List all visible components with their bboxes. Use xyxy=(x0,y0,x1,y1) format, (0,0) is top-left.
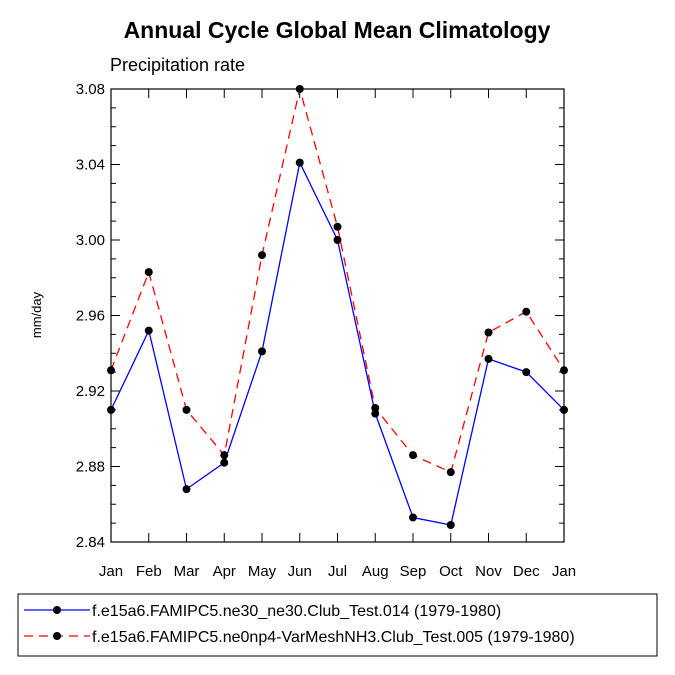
x-tick-label: Jul xyxy=(328,563,347,580)
y-tick-label: 3.04 xyxy=(76,157,105,174)
x-tick-label: Jan xyxy=(99,563,123,580)
legend-marker-2 xyxy=(53,632,61,640)
series-1-point xyxy=(220,458,229,467)
series-2-point xyxy=(409,451,417,460)
series-2-point xyxy=(371,403,380,412)
series-2-point xyxy=(107,366,115,375)
series-1-point xyxy=(560,405,568,414)
x-tick-label: Jun xyxy=(288,563,312,580)
series-1-point xyxy=(371,409,380,418)
legend-marker-1 xyxy=(53,606,61,614)
series-2-point xyxy=(484,328,493,337)
series-2-point xyxy=(446,468,455,477)
series-1-point xyxy=(182,485,191,494)
y-axis: 2.84 2.88 2.92 2.96 3.00 3.04 3.08 xyxy=(76,81,564,551)
chart-subtitle: Precipitation rate xyxy=(110,55,245,75)
series-1-point xyxy=(333,236,342,244)
y-tick-label: 2.88 xyxy=(76,459,105,476)
series-2-point xyxy=(258,251,266,260)
x-tick-label: Dec xyxy=(513,563,540,580)
x-tick-label: Aug xyxy=(362,563,389,580)
y-axis-label: mm/day xyxy=(29,291,44,338)
series-2-point xyxy=(182,405,191,414)
x-tick-label: Nov xyxy=(475,563,502,580)
series-line-2 xyxy=(110,88,565,474)
series-2-point xyxy=(144,268,153,277)
series-1-point xyxy=(144,326,153,335)
series-1-point xyxy=(446,521,455,530)
series-line-1 xyxy=(110,160,565,526)
series-2-point xyxy=(522,307,531,316)
x-tick-label: Feb xyxy=(136,563,162,580)
series-layer xyxy=(107,85,568,530)
series-1-point xyxy=(295,158,304,167)
series-1-point xyxy=(107,405,115,414)
legend-label-1: f.e15a6.FAMIPC5.ne30_ne30.Club_Test.014 … xyxy=(92,603,501,620)
legend-label-2: f.e15a6.FAMIPC5.ne0np4-VarMeshNH3.Club_T… xyxy=(92,629,575,646)
series-1-point xyxy=(522,368,531,377)
series-2-point xyxy=(333,222,342,231)
plot-frame xyxy=(110,88,565,543)
series-2-point xyxy=(220,451,229,460)
y-tick-label: 2.84 xyxy=(76,534,105,551)
legend: f.e15a6.FAMIPC5.ne30_ne30.Club_Test.014 … xyxy=(24,603,575,646)
x-tick-label: Apr xyxy=(213,563,236,580)
chart-title: Annual Cycle Global Mean Climatology xyxy=(124,17,551,43)
x-tick-label: Mar xyxy=(174,563,200,580)
x-axis: Jan Feb Mar Apr May Jun Jul Aug Sep Oct Nov Dec Jan xyxy=(99,89,576,580)
x-tick-label: Jan xyxy=(552,563,576,580)
y-tick-label: 3.00 xyxy=(76,232,105,249)
series-1-point xyxy=(409,513,417,522)
series-2-point xyxy=(560,366,568,375)
series-1-point xyxy=(484,354,493,363)
y-tick-label: 2.92 xyxy=(76,383,105,400)
series-1-point xyxy=(258,347,266,356)
legend-box xyxy=(17,593,658,657)
x-tick-label: Oct xyxy=(439,563,463,580)
x-tick-label: May xyxy=(248,563,277,580)
x-tick-label: Sep xyxy=(400,563,427,580)
series-2-point xyxy=(295,85,304,93)
y-tick-label: 2.96 xyxy=(76,308,105,325)
y-tick-label: 3.08 xyxy=(76,81,105,98)
